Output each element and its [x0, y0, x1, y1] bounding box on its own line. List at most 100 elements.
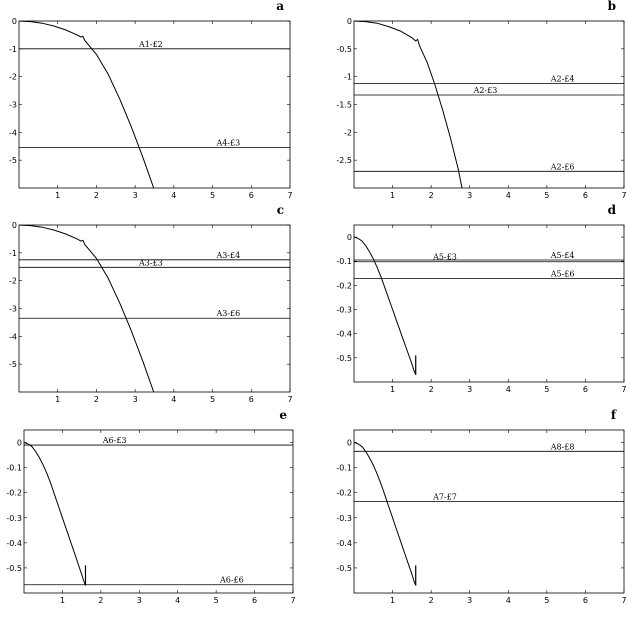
x-tick-label: 7 [621, 596, 626, 605]
y-tick-label: -1 [9, 249, 17, 258]
x-tick-label: 5 [544, 596, 549, 605]
reference-line-label: A6-£6 [219, 576, 244, 585]
y-tick-label: 0 [17, 439, 22, 448]
reference-line-label: A8-£8 [550, 442, 575, 451]
x-tick-label: 6 [583, 596, 588, 605]
x-tick-label: 5 [210, 395, 215, 404]
y-tick-label: 0 [12, 221, 17, 230]
x-tick-label: 4 [506, 596, 511, 605]
plot-frame [353, 429, 625, 594]
y-tick-label: -5 [9, 156, 17, 165]
y-tick-label: -0.3 [336, 306, 352, 315]
y-tick-label: -0.1 [336, 464, 352, 473]
x-tick-label: 1 [55, 395, 60, 404]
x-tick-label: 3 [133, 191, 138, 200]
x-tick-label: 2 [98, 596, 103, 605]
x-tick-label: 3 [467, 191, 472, 200]
x-tick-label: 5 [210, 191, 215, 200]
plot-frame [353, 224, 625, 383]
energy-curve [24, 442, 86, 586]
x-tick-label: 5 [544, 191, 549, 200]
reference-line-label: A2-£4 [550, 74, 575, 83]
y-tick-label: -2 [9, 73, 17, 82]
x-tick-label: 5 [544, 385, 549, 394]
x-tick-label: 1 [390, 596, 395, 605]
x-tick-label: 1 [55, 191, 60, 200]
x-tick-label: 7 [287, 191, 292, 200]
y-tick-label: -0.1 [336, 257, 352, 266]
x-tick-label: 2 [94, 191, 99, 200]
x-tick-label: 6 [583, 385, 588, 394]
x-tick-label: 2 [429, 191, 434, 200]
plot-frame [353, 20, 625, 189]
y-tick-label: -2.5 [336, 156, 352, 165]
energy-curve [354, 236, 417, 375]
y-tick-label: -3 [9, 101, 17, 110]
plot-frame [18, 224, 291, 393]
reference-line-label: A6-£3 [102, 436, 127, 445]
x-tick-label: 3 [137, 596, 142, 605]
reference-line-label: A3-£4 [215, 251, 240, 260]
energy-curve [19, 225, 155, 392]
y-tick-label: -2 [344, 128, 352, 137]
reference-line-label: A5-£4 [550, 251, 575, 260]
y-tick-label: 0 [347, 439, 352, 448]
energy-curve [354, 21, 463, 188]
x-tick-label: 1 [390, 385, 395, 394]
y-tick-label: -1 [344, 73, 352, 82]
y-tick-label: -0.5 [336, 354, 352, 363]
y-tick-label: -0.2 [6, 489, 22, 498]
x-tick-label: 4 [175, 596, 180, 605]
y-tick-label: -0.2 [336, 489, 352, 498]
y-tick-label: 0 [12, 17, 17, 26]
y-tick-label: -1 [9, 45, 17, 54]
y-tick-label: -0.4 [6, 539, 22, 548]
y-tick-label: 0 [347, 233, 352, 242]
x-tick-label: 2 [429, 385, 434, 394]
x-tick-label: 7 [621, 385, 626, 394]
y-tick-label: -0.4 [336, 539, 352, 548]
panel-letter: c [277, 203, 284, 217]
x-tick-label: 3 [467, 596, 472, 605]
reference-line-label: A3-£3 [138, 258, 163, 267]
panel-letter: b [608, 0, 616, 13]
y-tick-label: -3 [9, 305, 17, 314]
panel-letter: d [608, 203, 617, 217]
x-tick-label: 3 [467, 385, 472, 394]
plot-frame [23, 429, 294, 594]
x-tick-label: 4 [506, 191, 511, 200]
y-tick-label: -0.1 [6, 464, 22, 473]
x-tick-label: 7 [287, 395, 292, 404]
y-tick-label: -0.5 [336, 45, 352, 54]
panel-f: 1 2 3 4 5 6 7 0 -0.1 -0.2 -0.3 -0.4 -0.5 A8-£8 A7-£7 f [336, 408, 626, 605]
x-tick-label: 4 [506, 385, 511, 394]
y-tick-label: -0.4 [336, 330, 352, 339]
x-tick-label: 1 [60, 596, 65, 605]
panel-letter: a [276, 0, 284, 13]
x-tick-label: 4 [171, 395, 176, 404]
x-tick-label: 6 [249, 191, 254, 200]
energy-curve [354, 442, 417, 586]
y-tick-label: -0.3 [6, 514, 22, 523]
panel-letter: f [611, 408, 617, 422]
x-tick-label: 4 [171, 191, 176, 200]
panel-c: 1 2 3 4 5 6 7 0 -1 -2 -3 -4 -5 A3-£4 A3-£3 A3-£6 c [9, 203, 293, 404]
x-tick-label: 6 [249, 395, 254, 404]
reference-line-label: A7-£7 [432, 492, 457, 501]
y-tick-label: -0.5 [336, 564, 352, 573]
panel-d: 1 2 3 4 5 6 7 0 -0.1 -0.2 -0.3 -0.4 -0.5 A5-£4 A5-£3 A5… [336, 203, 626, 394]
x-tick-label: 6 [583, 191, 588, 200]
reference-line-label: A5-£6 [550, 270, 575, 279]
reference-line-label: A1-£2 [138, 40, 163, 49]
y-tick-label: -0.2 [336, 281, 352, 290]
reference-line-label: A4-£3 [215, 139, 240, 148]
y-tick-label: -2 [9, 277, 17, 286]
x-tick-label: 3 [133, 395, 138, 404]
y-tick-label: -5 [9, 360, 17, 369]
x-tick-label: 7 [621, 191, 626, 200]
reference-line-label: A3-£6 [215, 309, 240, 318]
panel-b: 1 2 3 4 5 6 7 0 -0.5 -1 -1.5 -2 -2.5 A2-£4 A2-£3 A2-£6 b [336, 0, 626, 200]
y-tick-label: -0.3 [336, 514, 352, 523]
reference-line-label: A2-£3 [473, 86, 498, 95]
